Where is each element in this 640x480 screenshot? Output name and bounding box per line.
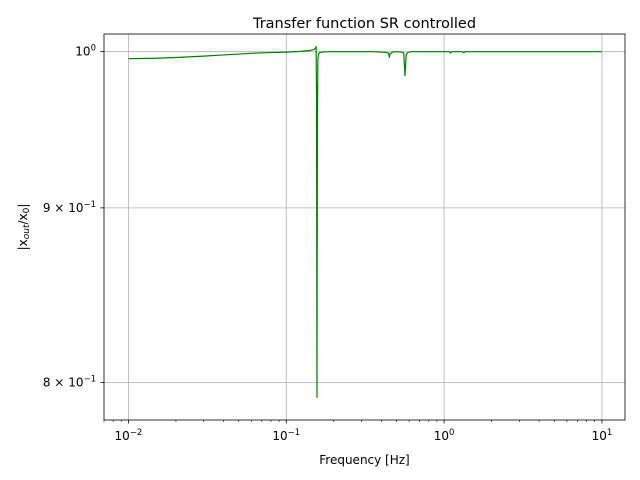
plot-frame [103,33,626,421]
x-tick-exponent: 0 [449,428,454,438]
y-tick-label: 100 [75,44,96,59]
y-tick-exponent: −1 [83,374,96,384]
y-tick-mantissa: 9 × [43,201,68,215]
x-axis: 10−2 10−1 100 101 [103,420,613,443]
x-tick-base: 10 [592,429,607,443]
x-tick-label: 101 [592,428,613,443]
x-tick-label: 10−1 [272,428,300,443]
x-tick-label: 10−2 [115,428,143,443]
x-axis-label: Frequency [Hz] [319,453,410,467]
y-tick-label: 9 × 10−1 [43,200,96,215]
x-tick-label: 100 [434,428,455,443]
y-tick-exponent: 0 [91,44,96,54]
y-axis-label-subscript-zero: 0 [22,207,32,213]
y-tick-mantissa: 8 × [43,375,68,389]
x-tick-exponent: 1 [607,428,612,438]
y-tick-base: 10 [68,201,83,215]
y-axis-label-subscript: out [22,224,32,239]
x-tick-base: 10 [272,429,287,443]
x-tick-exponent: −2 [130,428,143,438]
y-tick-exponent: −1 [83,200,96,210]
chart-title: Transfer function SR controlled [252,16,476,32]
y-tick-base: 10 [75,45,90,59]
series-line [128,45,602,398]
x-tick-base: 10 [434,429,449,443]
y-tick-label: 8 × 10−1 [43,374,96,389]
x-tick-exponent: −1 [288,428,301,438]
x-tick-base: 10 [115,429,130,443]
y-tick-base: 10 [68,375,83,389]
